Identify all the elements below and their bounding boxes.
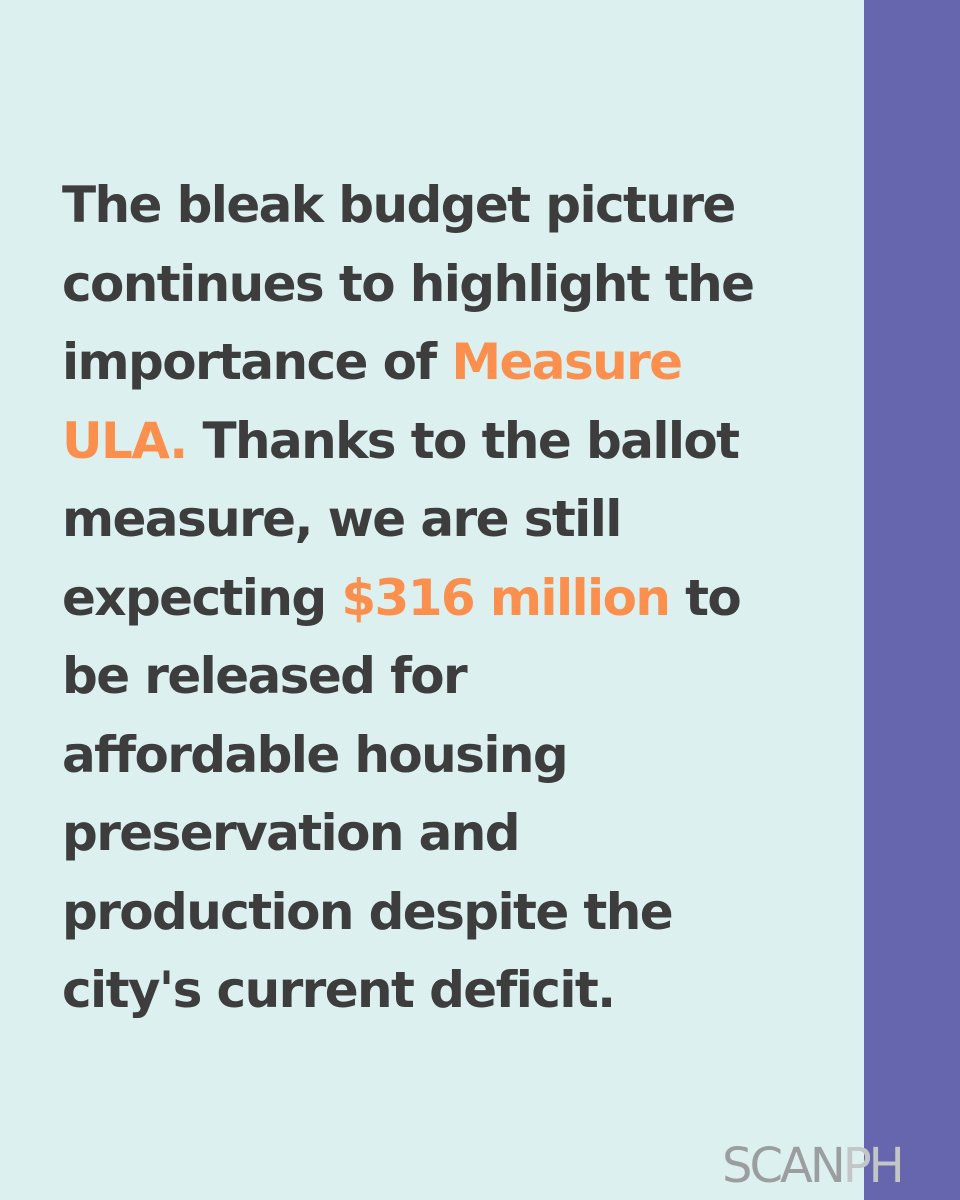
highlight-ula: ULA. [62,411,188,470]
quote-line: city's current deficit. [62,951,852,1030]
quote-line: production despite the [62,873,852,952]
quote-line: ULA. Thanks to the ballot [62,402,852,481]
quote-line: continues to highlight the [62,245,852,324]
quote-line-text: importance of [62,333,452,391]
quote-line: expecting $316 million to [62,559,852,638]
quote-line-text: measure, we are still [62,490,622,548]
scanph-logo: SCANPH [722,1136,905,1196]
highlight-measure: Measure [451,333,683,391]
quote-line-text: production despite the [62,882,674,941]
quote-text: The bleak budget picture continues to hi… [62,166,852,1030]
quote-line: preservation and [62,794,852,873]
quote-line: measure, we are still [62,480,852,559]
quote-line: affordable housing [62,716,852,795]
logo-ph: PH [842,1138,905,1194]
quote-line: The bleak budget picture [62,166,852,245]
quote-line-text: preservation and [62,804,521,862]
highlight-amount: $316 million [341,568,671,627]
quote-line-text: The bleak budget picture [62,176,736,234]
quote-line-text: city's current deficit. [62,961,616,1019]
main-panel [0,0,864,1200]
quote-line-text: expecting [62,568,342,627]
quote-line: be released for [62,637,852,716]
quote-line-text: to [669,568,742,627]
side-accent-band [864,0,960,1200]
quote-line-text: Thanks to the ballot [186,411,740,470]
quote-line-text: continues to highlight the [62,254,755,313]
quote-line: importance of Measure [62,323,852,402]
logo-scan: SCAN [722,1138,846,1194]
quote-line-text: be released for [62,647,468,705]
quote-line-text: affordable housing [62,725,569,784]
